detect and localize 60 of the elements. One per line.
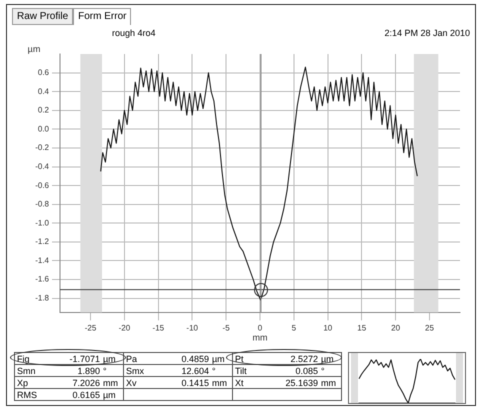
y-tick-label: 0.0 xyxy=(38,124,50,134)
text: Pt xyxy=(235,354,245,364)
y-tick-label: -1.0 xyxy=(35,218,50,228)
text: µm xyxy=(103,390,117,400)
text: 7.2026 xyxy=(71,378,101,388)
text: 12.604 xyxy=(180,366,210,376)
y-tick-label: -0.4 xyxy=(35,162,50,171)
text: 25.1639 xyxy=(284,378,319,388)
text: Smn xyxy=(17,366,37,376)
text: 2.5272 xyxy=(289,354,319,364)
y-tick-label: 0.2 xyxy=(38,106,50,115)
chart-subtitle: 2:14 PM 28 Jan 2010 xyxy=(384,28,470,38)
x-tick-label: 20 xyxy=(391,323,401,332)
x-tick-label: -5 xyxy=(222,323,230,332)
text: mm xyxy=(212,378,228,388)
text: mm xyxy=(321,378,337,388)
text: 0.6165 xyxy=(71,390,101,400)
x-axis-title: mm xyxy=(252,332,268,342)
y-tick-label: 0.6 xyxy=(38,68,50,77)
text: RMS xyxy=(17,390,38,400)
text: 0.085 xyxy=(294,366,319,376)
x-tick-label: -10 xyxy=(186,323,199,332)
y-tick-label: -1.4 xyxy=(35,256,50,265)
text: Form Error xyxy=(73,8,132,25)
x-tick-label: -25 xyxy=(84,323,97,332)
text: Fig xyxy=(17,354,31,364)
y-tick-label: -1.2 xyxy=(35,237,50,246)
text: µm xyxy=(103,354,117,364)
y-tick-label: -1.6 xyxy=(35,274,50,284)
y-axis-title: µm xyxy=(28,44,40,54)
text: -1.7071 xyxy=(68,354,101,364)
x-tick-label: -20 xyxy=(118,323,131,332)
text: 1.890 xyxy=(76,366,101,376)
x-tick-label: -15 xyxy=(152,323,165,332)
text: ° xyxy=(212,366,217,376)
text: 0.4859 xyxy=(180,354,210,364)
chart-title: rough 4ro4 xyxy=(112,28,156,38)
text: Smx xyxy=(126,366,145,376)
text: Tilt xyxy=(235,366,248,376)
y-tick-label: -0.2 xyxy=(35,143,50,152)
text: µm xyxy=(321,354,335,364)
text: Xp xyxy=(17,378,30,388)
text: 0.1415 xyxy=(180,378,210,388)
y-tick-label: -1.8 xyxy=(35,294,50,303)
text: Xv xyxy=(126,378,138,388)
text: mm xyxy=(103,378,119,388)
y-tick-label: -0.8 xyxy=(35,200,50,209)
text: Pa xyxy=(126,354,138,364)
x-tick-label: 10 xyxy=(323,323,333,332)
text: Xt xyxy=(235,378,245,388)
x-tick-label: 15 xyxy=(357,323,367,332)
y-tick-label: 0.4 xyxy=(38,86,50,96)
x-tick-label: 5 xyxy=(292,323,297,332)
x-tick-label: 0 xyxy=(258,323,263,332)
text: ° xyxy=(321,366,326,376)
text: Raw Profile xyxy=(12,8,74,25)
text: ° xyxy=(103,366,108,376)
text: µm xyxy=(212,354,226,364)
y-tick-label: -0.6 xyxy=(35,180,50,190)
x-tick-label: 25 xyxy=(425,323,434,332)
